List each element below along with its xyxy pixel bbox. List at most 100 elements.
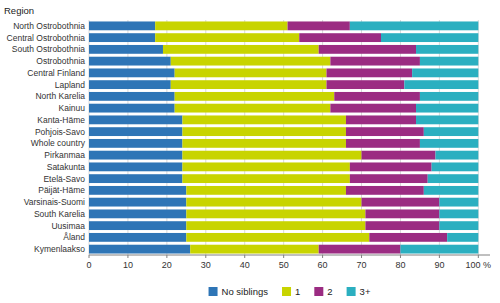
bar	[288, 21, 350, 30]
category-label: Åland	[63, 232, 85, 242]
legend-item: 3+	[347, 286, 371, 297]
bar	[404, 80, 478, 89]
bar	[420, 139, 478, 148]
series	[350, 21, 478, 253]
bar	[89, 127, 182, 136]
grid-line	[283, 20, 284, 255]
category-label: Kymenlaakso	[34, 244, 85, 254]
bar	[186, 186, 346, 195]
bar	[89, 115, 182, 124]
legend-item: 2	[314, 286, 332, 297]
tick-mark	[244, 255, 245, 258]
category-label: Central Finland	[27, 68, 85, 78]
category-label: Uusimaa	[51, 221, 85, 231]
bar	[175, 68, 327, 77]
bar	[182, 127, 346, 136]
legend-label: 1	[295, 286, 300, 297]
bar	[182, 139, 346, 148]
grid-line	[400, 20, 401, 255]
bar	[89, 139, 182, 148]
tick-mark	[400, 255, 401, 258]
bar	[330, 57, 420, 66]
bar	[89, 151, 182, 160]
grid-line	[361, 20, 362, 255]
tick-label: 10	[123, 260, 133, 270]
bar	[89, 186, 186, 195]
bar	[334, 92, 420, 101]
bar	[346, 127, 424, 136]
bar	[171, 80, 327, 89]
bar	[89, 245, 190, 254]
bar	[89, 221, 186, 230]
tick-mark	[127, 255, 128, 258]
bar	[155, 21, 287, 30]
bar	[416, 115, 478, 124]
grid-line	[439, 20, 440, 255]
grid-line	[166, 20, 167, 255]
bar	[362, 198, 440, 207]
category-label: Satakunta	[47, 162, 86, 172]
x-axis: 0102030405060708090100 %	[86, 255, 491, 270]
bar	[439, 221, 478, 230]
legend-swatch	[314, 287, 323, 296]
tick-mark	[478, 255, 479, 258]
bar	[155, 33, 299, 42]
tick-label: 20	[162, 260, 172, 270]
category-label: Kainuu	[59, 103, 86, 113]
bar	[89, 33, 155, 42]
bar	[186, 221, 365, 230]
bar	[369, 233, 447, 242]
tick-mark	[205, 255, 206, 258]
bar	[163, 45, 319, 54]
category-label: Kanta-Häme	[37, 115, 85, 125]
tick-mark	[283, 255, 284, 258]
tick-mark	[89, 255, 90, 258]
legend-label: No siblings	[222, 286, 269, 297]
bar	[365, 209, 439, 218]
tick-label: 70	[357, 260, 367, 270]
grid-line	[127, 20, 128, 255]
tick-label: 100 %	[466, 260, 492, 270]
bar	[319, 245, 401, 254]
bar	[350, 174, 428, 183]
legend-item: No siblings	[209, 286, 269, 297]
bar	[182, 174, 349, 183]
bar	[319, 45, 416, 54]
bar	[171, 57, 331, 66]
bar	[89, 104, 175, 113]
bar	[89, 80, 171, 89]
legend-swatch	[347, 287, 356, 296]
tick-mark	[166, 255, 167, 258]
category-label: South Ostrobothnia	[12, 44, 86, 54]
legend: No siblings 1 2 3+	[209, 286, 371, 297]
bar	[362, 151, 436, 160]
category-label: Central Ostrobothnia	[7, 33, 86, 43]
bar	[420, 57, 478, 66]
tick-label: 60	[318, 260, 328, 270]
category-label: Pirkanmaa	[44, 150, 85, 160]
bar	[432, 162, 479, 171]
category-label: Varsinais-Suomi	[24, 197, 85, 207]
bar	[330, 104, 416, 113]
category-label: Lapland	[55, 80, 86, 90]
grid-line	[322, 20, 323, 255]
bar	[435, 151, 478, 160]
bar	[175, 104, 331, 113]
grid-line	[478, 20, 479, 255]
tick-label: 0	[86, 260, 91, 270]
bar	[447, 233, 478, 242]
category-label: Pohjois-Savo	[35, 127, 85, 137]
tick-label: 30	[201, 260, 211, 270]
bar	[428, 174, 479, 183]
tick-label: 80	[395, 260, 405, 270]
category-label: Etelä-Savo	[43, 174, 85, 184]
bar	[182, 115, 346, 124]
bar	[350, 21, 478, 30]
tick-label: 50	[279, 260, 289, 270]
bar	[89, 174, 182, 183]
bar	[89, 92, 175, 101]
legend-label: 2	[327, 286, 332, 297]
bar	[326, 68, 412, 77]
legend-swatch	[209, 287, 218, 296]
legend-item: 1	[282, 286, 300, 297]
